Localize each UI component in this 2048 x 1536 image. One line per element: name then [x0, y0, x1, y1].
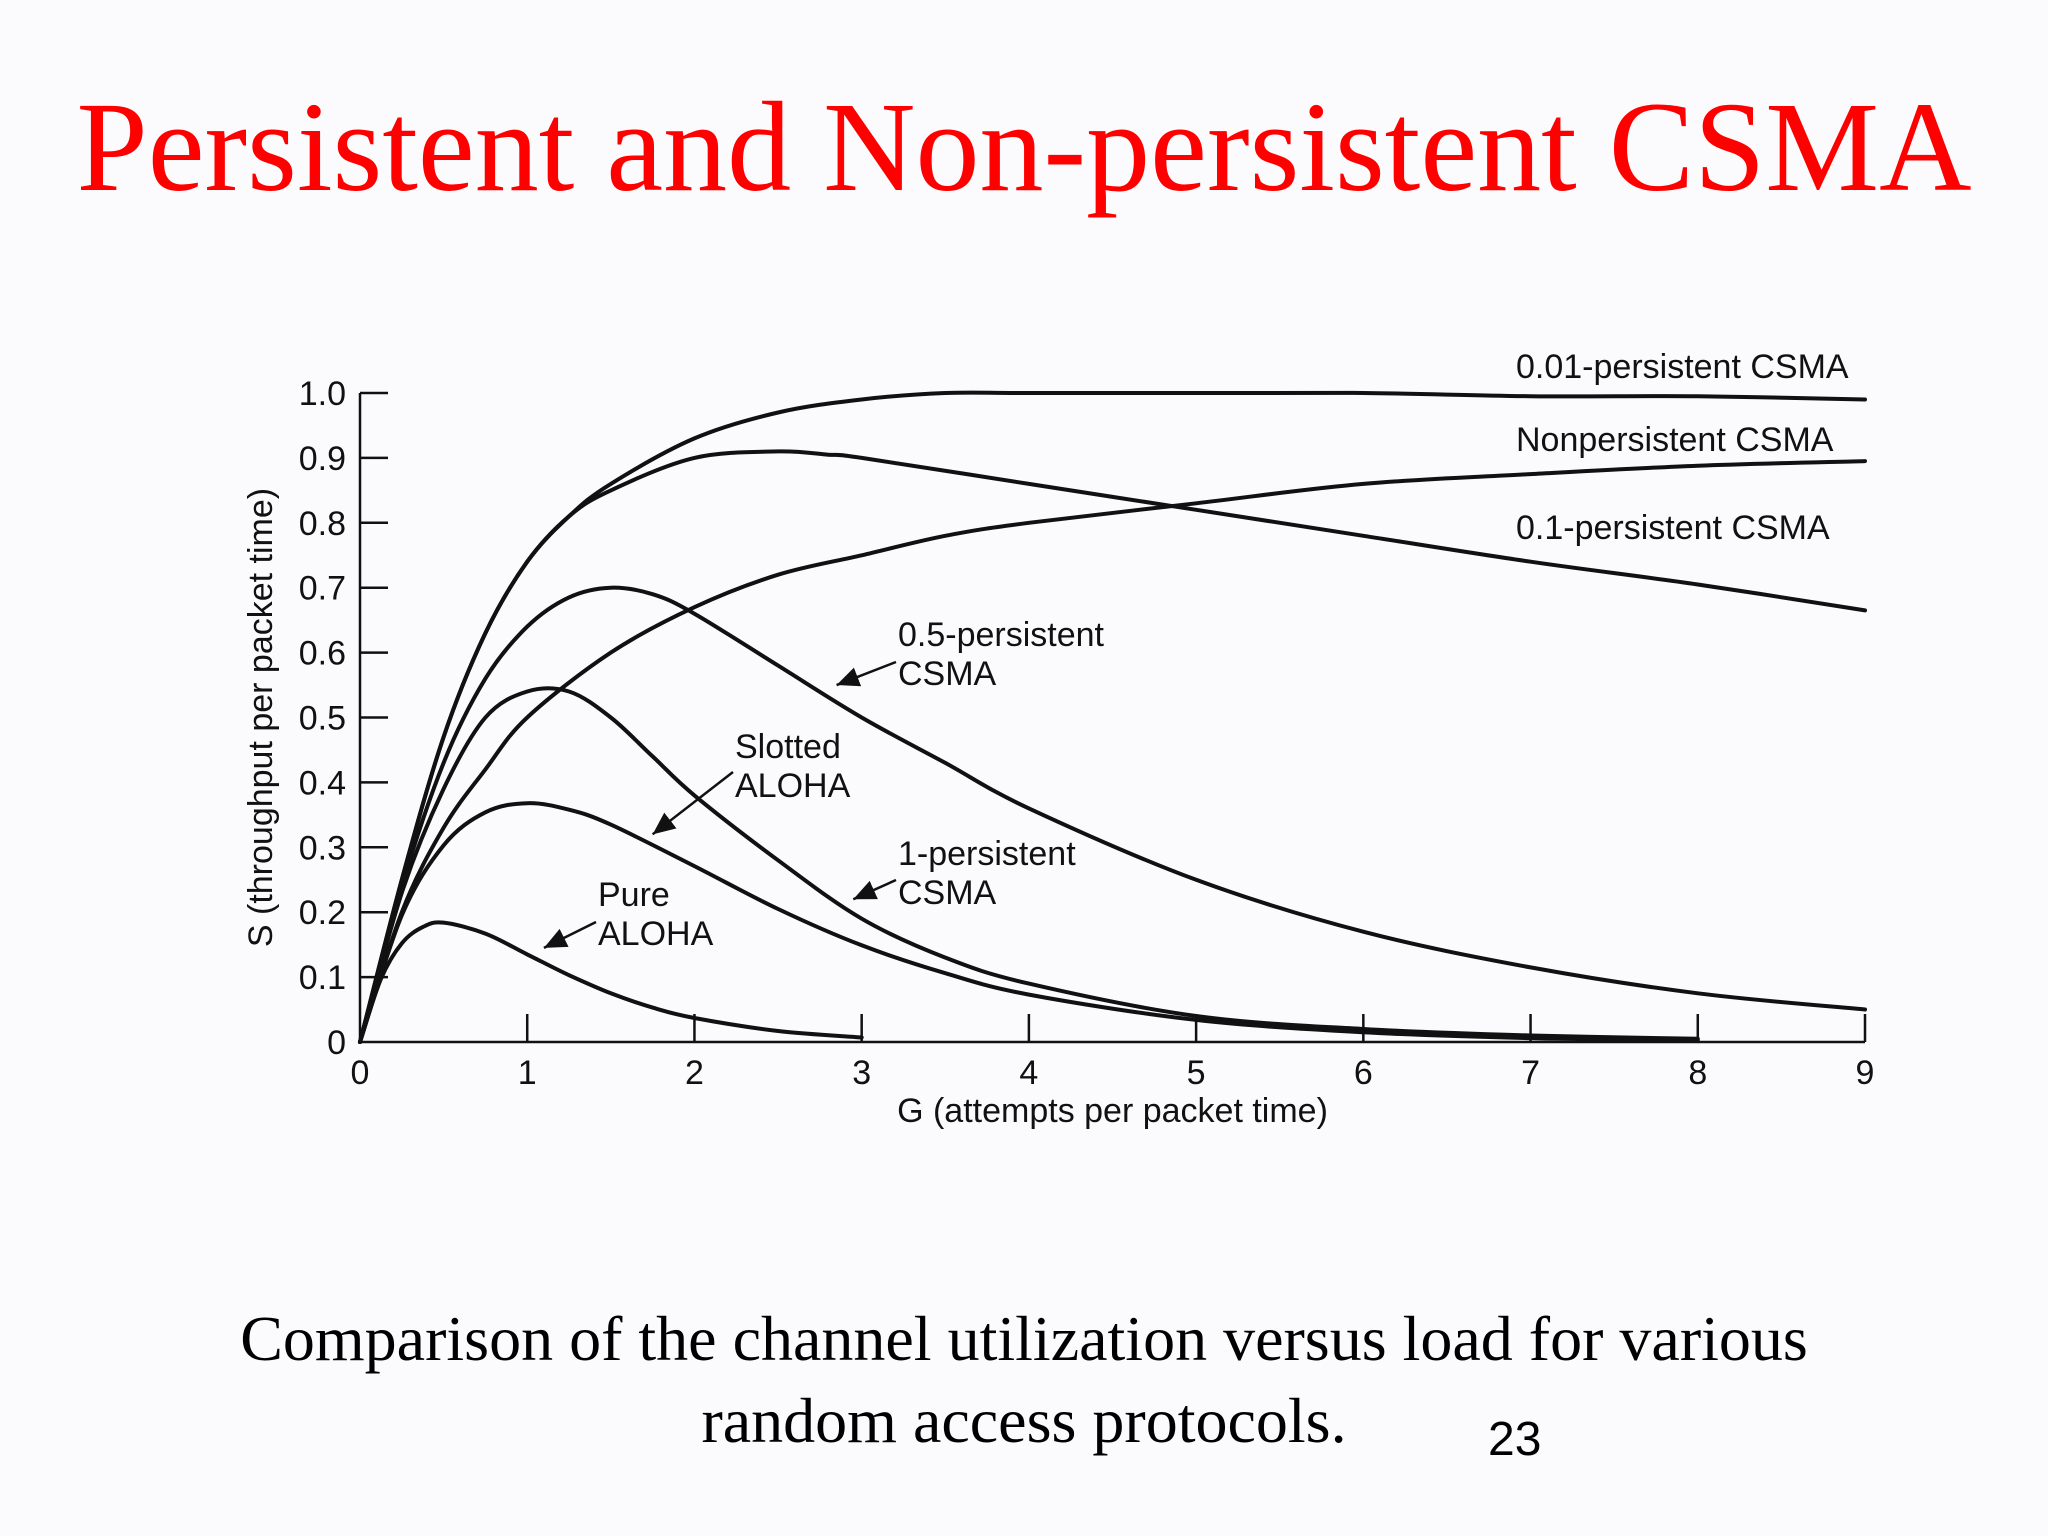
series-label-line: ALOHA: [598, 915, 714, 953]
annotation-arrow-slotted-aloha: [651, 771, 734, 836]
caption-line-1: Comparison of the channel utilization ve…: [240, 1303, 1808, 1374]
series-label-line: CSMA: [898, 655, 997, 693]
y-tick-label: 0.8: [299, 505, 346, 543]
x-tick-label: 1: [518, 1054, 537, 1092]
series-line-0-01-persistent-csma: [358, 390, 1867, 1044]
x-tick-label: 4: [1019, 1054, 1038, 1092]
series-label-line: 0.1-persistent CSMA: [1516, 509, 1830, 547]
y-tick-label: 0.3: [299, 829, 346, 867]
series-line-0-1-persistent-csma: [358, 449, 1867, 1044]
series-label-nonpersistent-csma: Nonpersistent CSMA: [1516, 421, 1834, 459]
series-label-0-1-persistent-csma: 0.1-persistent CSMA: [1516, 509, 1830, 547]
series-label-0-01-persistent-csma: 0.01-persistent CSMA: [1516, 348, 1849, 386]
x-tick-label: 0: [351, 1054, 370, 1092]
plot-area: [358, 390, 1867, 1044]
annotation-arrow-1-persistent-csma: [852, 878, 897, 901]
series-label-slotted-aloha: Slotted ALOHA: [735, 728, 851, 805]
series-label-line: Slotted: [735, 728, 841, 766]
series-line-slotted-aloha: [358, 801, 1700, 1044]
x-tick-label: 6: [1354, 1054, 1373, 1092]
series-label-line: CSMA: [898, 874, 997, 912]
caption: Comparison of the channel utilization ve…: [0, 1298, 2048, 1462]
series-label-line: 1-persistent: [898, 835, 1076, 873]
series-label-1-persistent-csma: 1-persistent CSMA: [898, 835, 1076, 912]
y-tick-label: 0.6: [299, 635, 346, 673]
y-tick-label: 0.9: [299, 440, 346, 478]
x-tick-label: 7: [1521, 1054, 1540, 1092]
y-tick-label: 0.1: [299, 959, 346, 997]
x-axis-label: G (attempts per packet time): [897, 1092, 1328, 1130]
x-tick-label: 9: [1856, 1054, 1875, 1092]
x-tick-label: 5: [1187, 1054, 1206, 1092]
y-axis-label: S (throughput per packet time): [242, 488, 280, 947]
series-line-pure-aloha: [358, 920, 864, 1044]
series-label-line: 0.5-persistent: [898, 616, 1105, 654]
y-tick-label: 1.0: [299, 375, 346, 413]
annotation-arrow-pure-aloha: [543, 920, 597, 950]
y-tick-label: 0.4: [299, 764, 346, 802]
caption-line-2: random access protocols.: [701, 1385, 1347, 1456]
x-tick-label: 8: [1688, 1054, 1707, 1092]
series-label-pure-aloha: Pure ALOHA: [598, 876, 714, 953]
series-label-line: 0.01-persistent CSMA: [1516, 348, 1849, 386]
series-label-line: ALOHA: [735, 767, 851, 805]
annotation-arrow-0-5-persistent-csma: [836, 660, 897, 687]
slide-title: Persistent and Non-persistent CSMA: [76, 76, 1972, 218]
x-tick-label: 3: [852, 1054, 871, 1092]
series-label-0-5-persistent-csma: 0.5-persistent CSMA: [898, 616, 1105, 693]
series-line-1-persistent-csma: [358, 686, 1700, 1044]
series-line-nonpersistent-csma: [358, 459, 1867, 1044]
y-tick-label: 0.2: [299, 894, 346, 932]
page-number: 23: [1488, 1413, 1542, 1466]
series-line-0-5-persistent-csma: [358, 585, 1867, 1044]
series-labels: 0.01-persistent CSMA Nonpersistent CSMA 0.…: [543, 348, 1849, 953]
series-label-line: Nonpersistent CSMA: [1516, 421, 1834, 459]
y-tick-label: 0.5: [299, 700, 346, 738]
x-tick-label: 2: [685, 1054, 704, 1092]
series-label-line: Pure: [598, 876, 670, 914]
y-tick-label: 0.7: [299, 570, 346, 608]
y-tick-label: 0: [327, 1024, 346, 1062]
axes: 0 0.1 0.2 0.3 0.4 0.5 0.6 0.7 0.8 0.9 1.0 0 1 2 3 4 5 6 7 8…: [299, 375, 1875, 1092]
